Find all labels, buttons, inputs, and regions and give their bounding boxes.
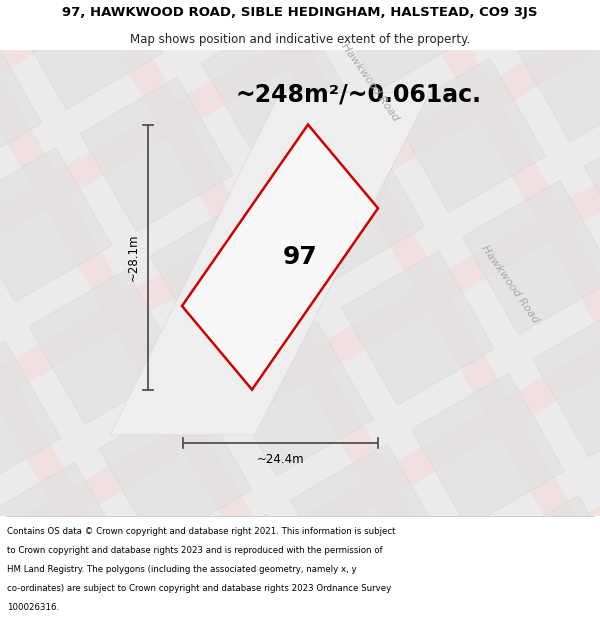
Polygon shape [6,72,600,551]
Polygon shape [0,0,600,428]
Text: 97: 97 [283,245,317,269]
Polygon shape [48,585,201,625]
Polygon shape [10,0,163,109]
Text: Map shows position and indicative extent of the property.: Map shows position and indicative extent… [130,32,470,46]
Polygon shape [0,338,104,625]
Polygon shape [150,199,303,354]
Polygon shape [0,197,347,625]
Polygon shape [29,270,182,424]
Polygon shape [329,0,600,625]
Polygon shape [99,392,252,546]
Polygon shape [216,439,600,625]
Polygon shape [286,561,600,625]
Polygon shape [80,78,233,231]
Text: co-ordinates) are subject to Crown copyright and database rights 2023 Ordnance S: co-ordinates) are subject to Crown copyr… [7,584,391,593]
Polygon shape [146,317,600,625]
Text: 97, HAWKWOOD ROAD, SIBLE HEDINGHAM, HALSTEAD, CO9 3JS: 97, HAWKWOOD ROAD, SIBLE HEDINGHAM, HALS… [62,6,538,19]
Polygon shape [0,127,469,625]
Polygon shape [451,0,600,625]
Polygon shape [463,181,600,334]
Text: ~24.4m: ~24.4m [257,453,304,466]
Text: Contains OS data © Crown copyright and database right 2021. This information is : Contains OS data © Crown copyright and d… [7,526,396,536]
Polygon shape [481,496,600,625]
Polygon shape [169,514,322,625]
Polygon shape [514,0,600,142]
Polygon shape [0,533,10,625]
Polygon shape [360,566,513,625]
Text: Hawkwood Road: Hawkwood Road [479,243,541,324]
Polygon shape [444,0,597,20]
Polygon shape [412,373,565,528]
Polygon shape [86,0,600,625]
Text: HM Land Registry. The polygons (including the associated geometry, namely x, y: HM Land Registry. The polygons (includin… [7,565,357,574]
Text: 100026316.: 100026316. [7,603,59,612]
Polygon shape [110,92,430,435]
Text: ~248m²/~0.061ac.: ~248m²/~0.061ac. [235,82,481,106]
Polygon shape [533,302,600,457]
Polygon shape [0,0,589,184]
Polygon shape [393,58,546,213]
Polygon shape [584,110,600,264]
Polygon shape [76,195,600,625]
Polygon shape [0,0,520,62]
Polygon shape [323,0,476,90]
Polygon shape [271,129,424,283]
Text: Hawkwood Road: Hawkwood Road [340,41,401,123]
Polygon shape [202,7,355,161]
Text: ~28.1m: ~28.1m [127,233,140,281]
Polygon shape [220,322,373,476]
Polygon shape [0,341,61,494]
Polygon shape [0,56,590,625]
Polygon shape [182,124,378,389]
Polygon shape [0,50,600,516]
Polygon shape [0,462,131,617]
Polygon shape [0,148,112,302]
Polygon shape [208,0,600,625]
Polygon shape [0,0,600,306]
Polygon shape [0,26,42,180]
Polygon shape [0,268,226,625]
Polygon shape [131,0,284,39]
Polygon shape [290,444,443,598]
Text: to Crown copyright and database rights 2023 and is reproduced with the permissio: to Crown copyright and database rights 2… [7,546,383,555]
Polygon shape [572,0,600,625]
Polygon shape [341,251,494,405]
